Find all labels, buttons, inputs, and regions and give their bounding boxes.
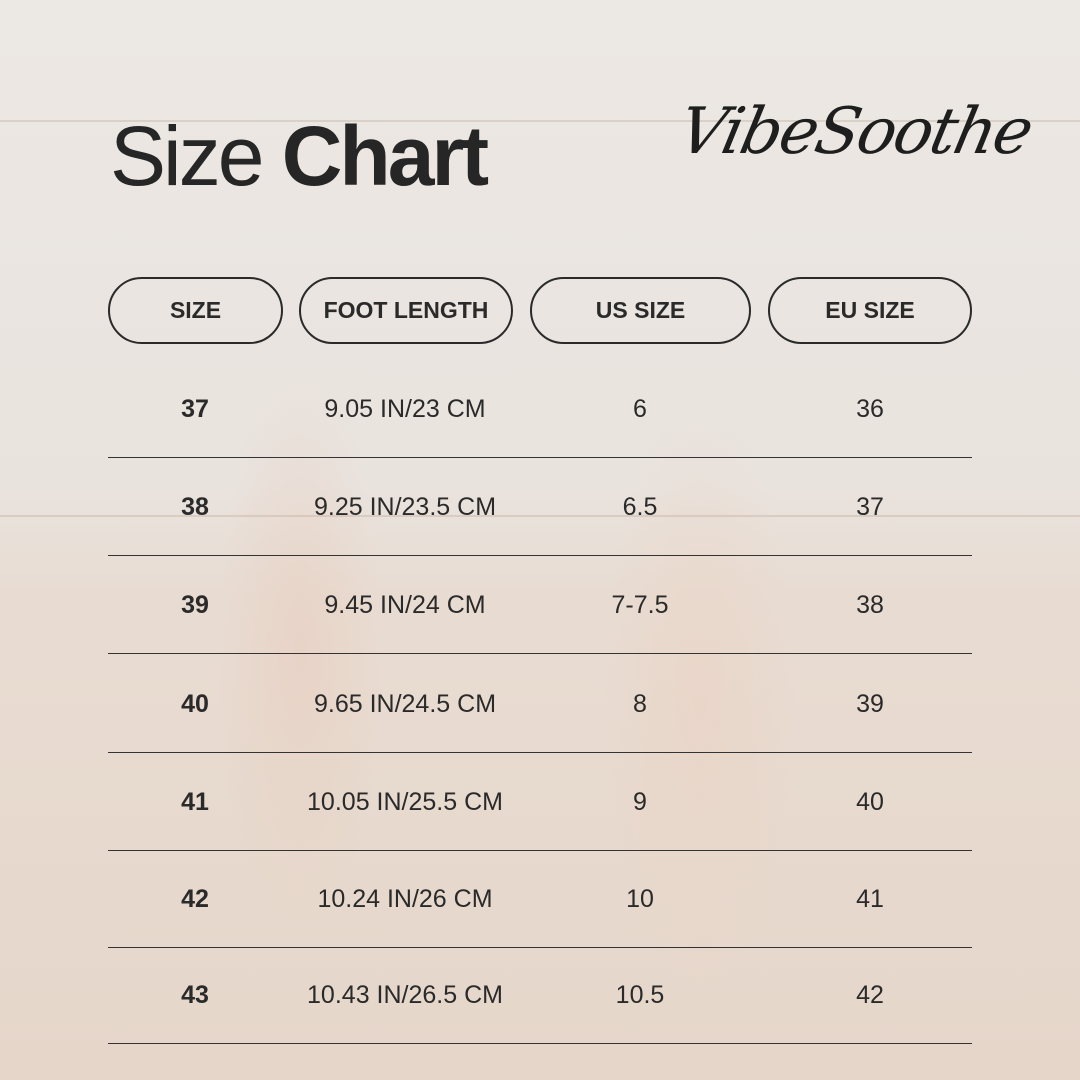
cell-size: 37 bbox=[181, 395, 209, 423]
cell-eu: 42 bbox=[856, 981, 884, 1009]
cell-size: 39 bbox=[181, 591, 209, 619]
cell-foot: 9.65 IN/24.5 CM bbox=[313, 690, 497, 718]
cell-us: 10.5 bbox=[615, 981, 665, 1009]
cell-eu: 41 bbox=[856, 885, 884, 913]
cell-eu: 36 bbox=[856, 395, 884, 423]
cell-us: 10 bbox=[626, 885, 654, 913]
row-divider bbox=[108, 850, 972, 851]
background-plank bbox=[0, 120, 1080, 122]
cell-foot: 10.43 IN/26.5 CM bbox=[307, 981, 503, 1009]
cell-eu: 40 bbox=[856, 788, 884, 816]
cell-us: 6 bbox=[633, 395, 647, 423]
brand-logo: VibeSoothe bbox=[672, 95, 1038, 169]
table-row: 37 9.05 IN/23 CM 6 36 bbox=[108, 361, 972, 458]
row-divider bbox=[108, 457, 972, 458]
cell-size: 42 bbox=[181, 885, 209, 913]
cell-size: 38 bbox=[181, 493, 209, 521]
table-row: 43 10.43 IN/26.5 CM 10.5 42 bbox=[108, 947, 972, 1044]
header-us-size: US SIZE bbox=[530, 277, 751, 344]
cell-size: 40 bbox=[181, 690, 209, 718]
cell-eu: 37 bbox=[856, 493, 884, 521]
row-divider bbox=[108, 947, 972, 948]
background-plank bbox=[0, 515, 1080, 517]
cell-foot: 9.45 IN/24 CM bbox=[324, 591, 486, 619]
row-divider bbox=[108, 1043, 972, 1044]
cell-eu: 39 bbox=[856, 690, 884, 718]
cell-size: 43 bbox=[181, 981, 209, 1009]
table-row: 39 9.45 IN/24 CM 7-7.5 38 bbox=[108, 557, 972, 654]
cell-us: 8 bbox=[633, 690, 647, 718]
page-title: Size Chart bbox=[110, 108, 489, 205]
table-row: 40 9.65 IN/24.5 CM 8 39 bbox=[108, 656, 972, 753]
row-divider bbox=[108, 653, 972, 654]
row-divider bbox=[108, 752, 972, 753]
cell-us: 6.5 bbox=[622, 493, 658, 521]
table-row: 42 10.24 IN/26 CM 10 41 bbox=[108, 851, 972, 948]
header-foot-length: FOOT LENGTH bbox=[299, 277, 513, 344]
title-light: Size bbox=[110, 109, 264, 203]
cell-eu: 38 bbox=[856, 591, 884, 619]
row-divider bbox=[108, 555, 972, 556]
header-eu-size: EU SIZE bbox=[768, 277, 972, 344]
cell-us: 9 bbox=[633, 788, 647, 816]
cell-size: 41 bbox=[181, 788, 209, 816]
title-bold: Chart bbox=[281, 109, 489, 203]
cell-foot: 10.24 IN/26 CM bbox=[317, 885, 493, 913]
cell-foot: 9.05 IN/23 CM bbox=[324, 395, 486, 423]
cell-foot: 9.25 IN/23.5 CM bbox=[313, 493, 497, 521]
cell-foot: 10.05 IN/25.5 CM bbox=[307, 788, 503, 816]
table-row: 41 10.05 IN/25.5 CM 9 40 bbox=[108, 754, 972, 851]
table-row: 38 9.25 IN/23.5 CM 6.5 37 bbox=[108, 459, 972, 556]
header-size: SIZE bbox=[108, 277, 283, 344]
cell-us: 7-7.5 bbox=[611, 591, 669, 619]
